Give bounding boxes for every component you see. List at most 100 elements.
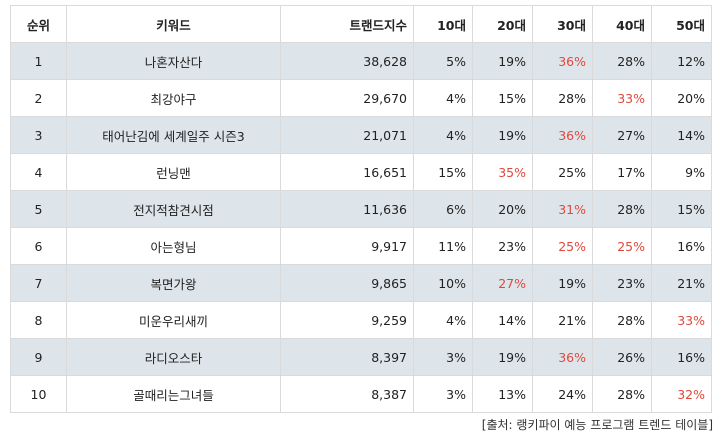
- trend-index-cell: 38,628: [280, 42, 414, 80]
- age-40s-cell: 33%: [592, 79, 652, 117]
- age-50s-cell: 14%: [651, 116, 712, 154]
- age-40s-cell: 27%: [592, 116, 652, 154]
- rank-cell: 7: [10, 264, 67, 302]
- header-trend-index: 트랜드지수: [280, 5, 414, 43]
- age-10s-cell: 15%: [413, 153, 473, 191]
- header-keyword: 키워드: [66, 5, 281, 43]
- age-10s-cell: 3%: [413, 338, 473, 376]
- age-30s-cell: 19%: [532, 264, 593, 302]
- keyword-cell: 나혼자산다: [66, 42, 281, 80]
- age-10s-cell: 4%: [413, 301, 473, 339]
- table-row: 7 복면가왕 9,865 10% 27% 19% 23% 21%: [10, 264, 712, 302]
- age-30s-cell: 36%: [532, 338, 593, 376]
- trend-index-cell: 9,917: [280, 227, 414, 265]
- keyword-cell: 최강야구: [66, 79, 281, 117]
- rank-cell: 2: [10, 79, 67, 117]
- keyword-cell: 아는형님: [66, 227, 281, 265]
- trend-index-cell: 16,651: [280, 153, 414, 191]
- keyword-cell: 골때리는그녀들: [66, 375, 281, 413]
- age-30s-cell: 36%: [532, 116, 593, 154]
- header-age-20s: 20대: [472, 5, 533, 43]
- rank-cell: 6: [10, 227, 67, 265]
- age-20s-cell: 19%: [472, 42, 533, 80]
- table-row: 6 아는형님 9,917 11% 23% 25% 25% 16%: [10, 227, 712, 265]
- rank-cell: 4: [10, 153, 67, 191]
- rank-cell: 9: [10, 338, 67, 376]
- trend-index-cell: 9,865: [280, 264, 414, 302]
- age-40s-cell: 25%: [592, 227, 652, 265]
- trend-index-cell: 11,636: [280, 190, 414, 228]
- age-30s-cell: 21%: [532, 301, 593, 339]
- rank-cell: 10: [10, 375, 67, 413]
- age-20s-cell: 23%: [472, 227, 533, 265]
- age-20s-cell: 19%: [472, 116, 533, 154]
- age-50s-cell: 32%: [651, 375, 712, 413]
- keyword-cell: 복면가왕: [66, 264, 281, 302]
- age-30s-cell: 24%: [532, 375, 593, 413]
- age-30s-cell: 25%: [532, 153, 593, 191]
- age-50s-cell: 20%: [651, 79, 712, 117]
- age-40s-cell: 28%: [592, 375, 652, 413]
- table-header-row: 순위 키워드 트랜드지수 10대 20대 30대 40대 50대: [10, 5, 712, 43]
- age-30s-cell: 28%: [532, 79, 593, 117]
- rank-cell: 3: [10, 116, 67, 154]
- age-20s-cell: 35%: [472, 153, 533, 191]
- table-body: 1 나혼자산다 38,628 5% 19% 36% 28% 12% 2 최강야구 29,670 4% 1…: [10, 42, 712, 413]
- table-row: 10 골때리는그녀들 8,387 3% 13% 24% 28% 32%: [10, 375, 712, 413]
- age-50s-cell: 21%: [651, 264, 712, 302]
- trend-index-cell: 29,670: [280, 79, 414, 117]
- table-row: 8 미운우리새끼 9,259 4% 14% 21% 28% 33%: [10, 301, 712, 339]
- trend-index-cell: 21,071: [280, 116, 414, 154]
- table-row: 2 최강야구 29,670 4% 15% 28% 33% 20%: [10, 79, 712, 117]
- rank-cell: 8: [10, 301, 67, 339]
- trend-index-cell: 9,259: [280, 301, 414, 339]
- age-50s-cell: 9%: [651, 153, 712, 191]
- age-50s-cell: 16%: [651, 338, 712, 376]
- header-rank: 순위: [10, 5, 67, 43]
- age-30s-cell: 25%: [532, 227, 593, 265]
- age-20s-cell: 20%: [472, 190, 533, 228]
- rank-cell: 5: [10, 190, 67, 228]
- table-row: 3 태어난김에 세계일주 시즌3 21,071 4% 19% 36% 27% 14%: [10, 116, 712, 154]
- table-row: 9 라디오스타 8,397 3% 19% 36% 26% 16%: [10, 338, 712, 376]
- age-50s-cell: 12%: [651, 42, 712, 80]
- age-20s-cell: 13%: [472, 375, 533, 413]
- age-20s-cell: 15%: [472, 79, 533, 117]
- keyword-cell: 라디오스타: [66, 338, 281, 376]
- keyword-cell: 런닝맨: [66, 153, 281, 191]
- age-50s-cell: 16%: [651, 227, 712, 265]
- age-50s-cell: 15%: [651, 190, 712, 228]
- keyword-cell: 미운우리새끼: [66, 301, 281, 339]
- age-10s-cell: 4%: [413, 116, 473, 154]
- age-40s-cell: 28%: [592, 42, 652, 80]
- age-10s-cell: 6%: [413, 190, 473, 228]
- header-age-50s: 50대: [651, 5, 712, 43]
- age-40s-cell: 17%: [592, 153, 652, 191]
- table-row: 1 나혼자산다 38,628 5% 19% 36% 28% 12%: [10, 42, 712, 80]
- header-age-10s: 10대: [413, 5, 473, 43]
- keyword-cell: 태어난김에 세계일주 시즌3: [66, 116, 281, 154]
- age-20s-cell: 14%: [472, 301, 533, 339]
- age-40s-cell: 28%: [592, 301, 652, 339]
- age-20s-cell: 19%: [472, 338, 533, 376]
- age-20s-cell: 27%: [472, 264, 533, 302]
- trend-index-cell: 8,387: [280, 375, 414, 413]
- age-30s-cell: 36%: [532, 42, 593, 80]
- age-10s-cell: 10%: [413, 264, 473, 302]
- rank-cell: 1: [10, 42, 67, 80]
- header-age-30s: 30대: [532, 5, 593, 43]
- age-30s-cell: 31%: [532, 190, 593, 228]
- trend-index-cell: 8,397: [280, 338, 414, 376]
- age-40s-cell: 23%: [592, 264, 652, 302]
- age-10s-cell: 5%: [413, 42, 473, 80]
- age-10s-cell: 11%: [413, 227, 473, 265]
- trend-table: 순위 키워드 트랜드지수 10대 20대 30대 40대 50대 1 나혼자산다 3…: [10, 5, 712, 413]
- age-10s-cell: 3%: [413, 375, 473, 413]
- table-row: 4 런닝맨 16,651 15% 35% 25% 17% 9%: [10, 153, 712, 191]
- keyword-cell: 전지적참견시점: [66, 190, 281, 228]
- age-40s-cell: 28%: [592, 190, 652, 228]
- age-40s-cell: 26%: [592, 338, 652, 376]
- age-50s-cell: 33%: [651, 301, 712, 339]
- header-age-40s: 40대: [592, 5, 652, 43]
